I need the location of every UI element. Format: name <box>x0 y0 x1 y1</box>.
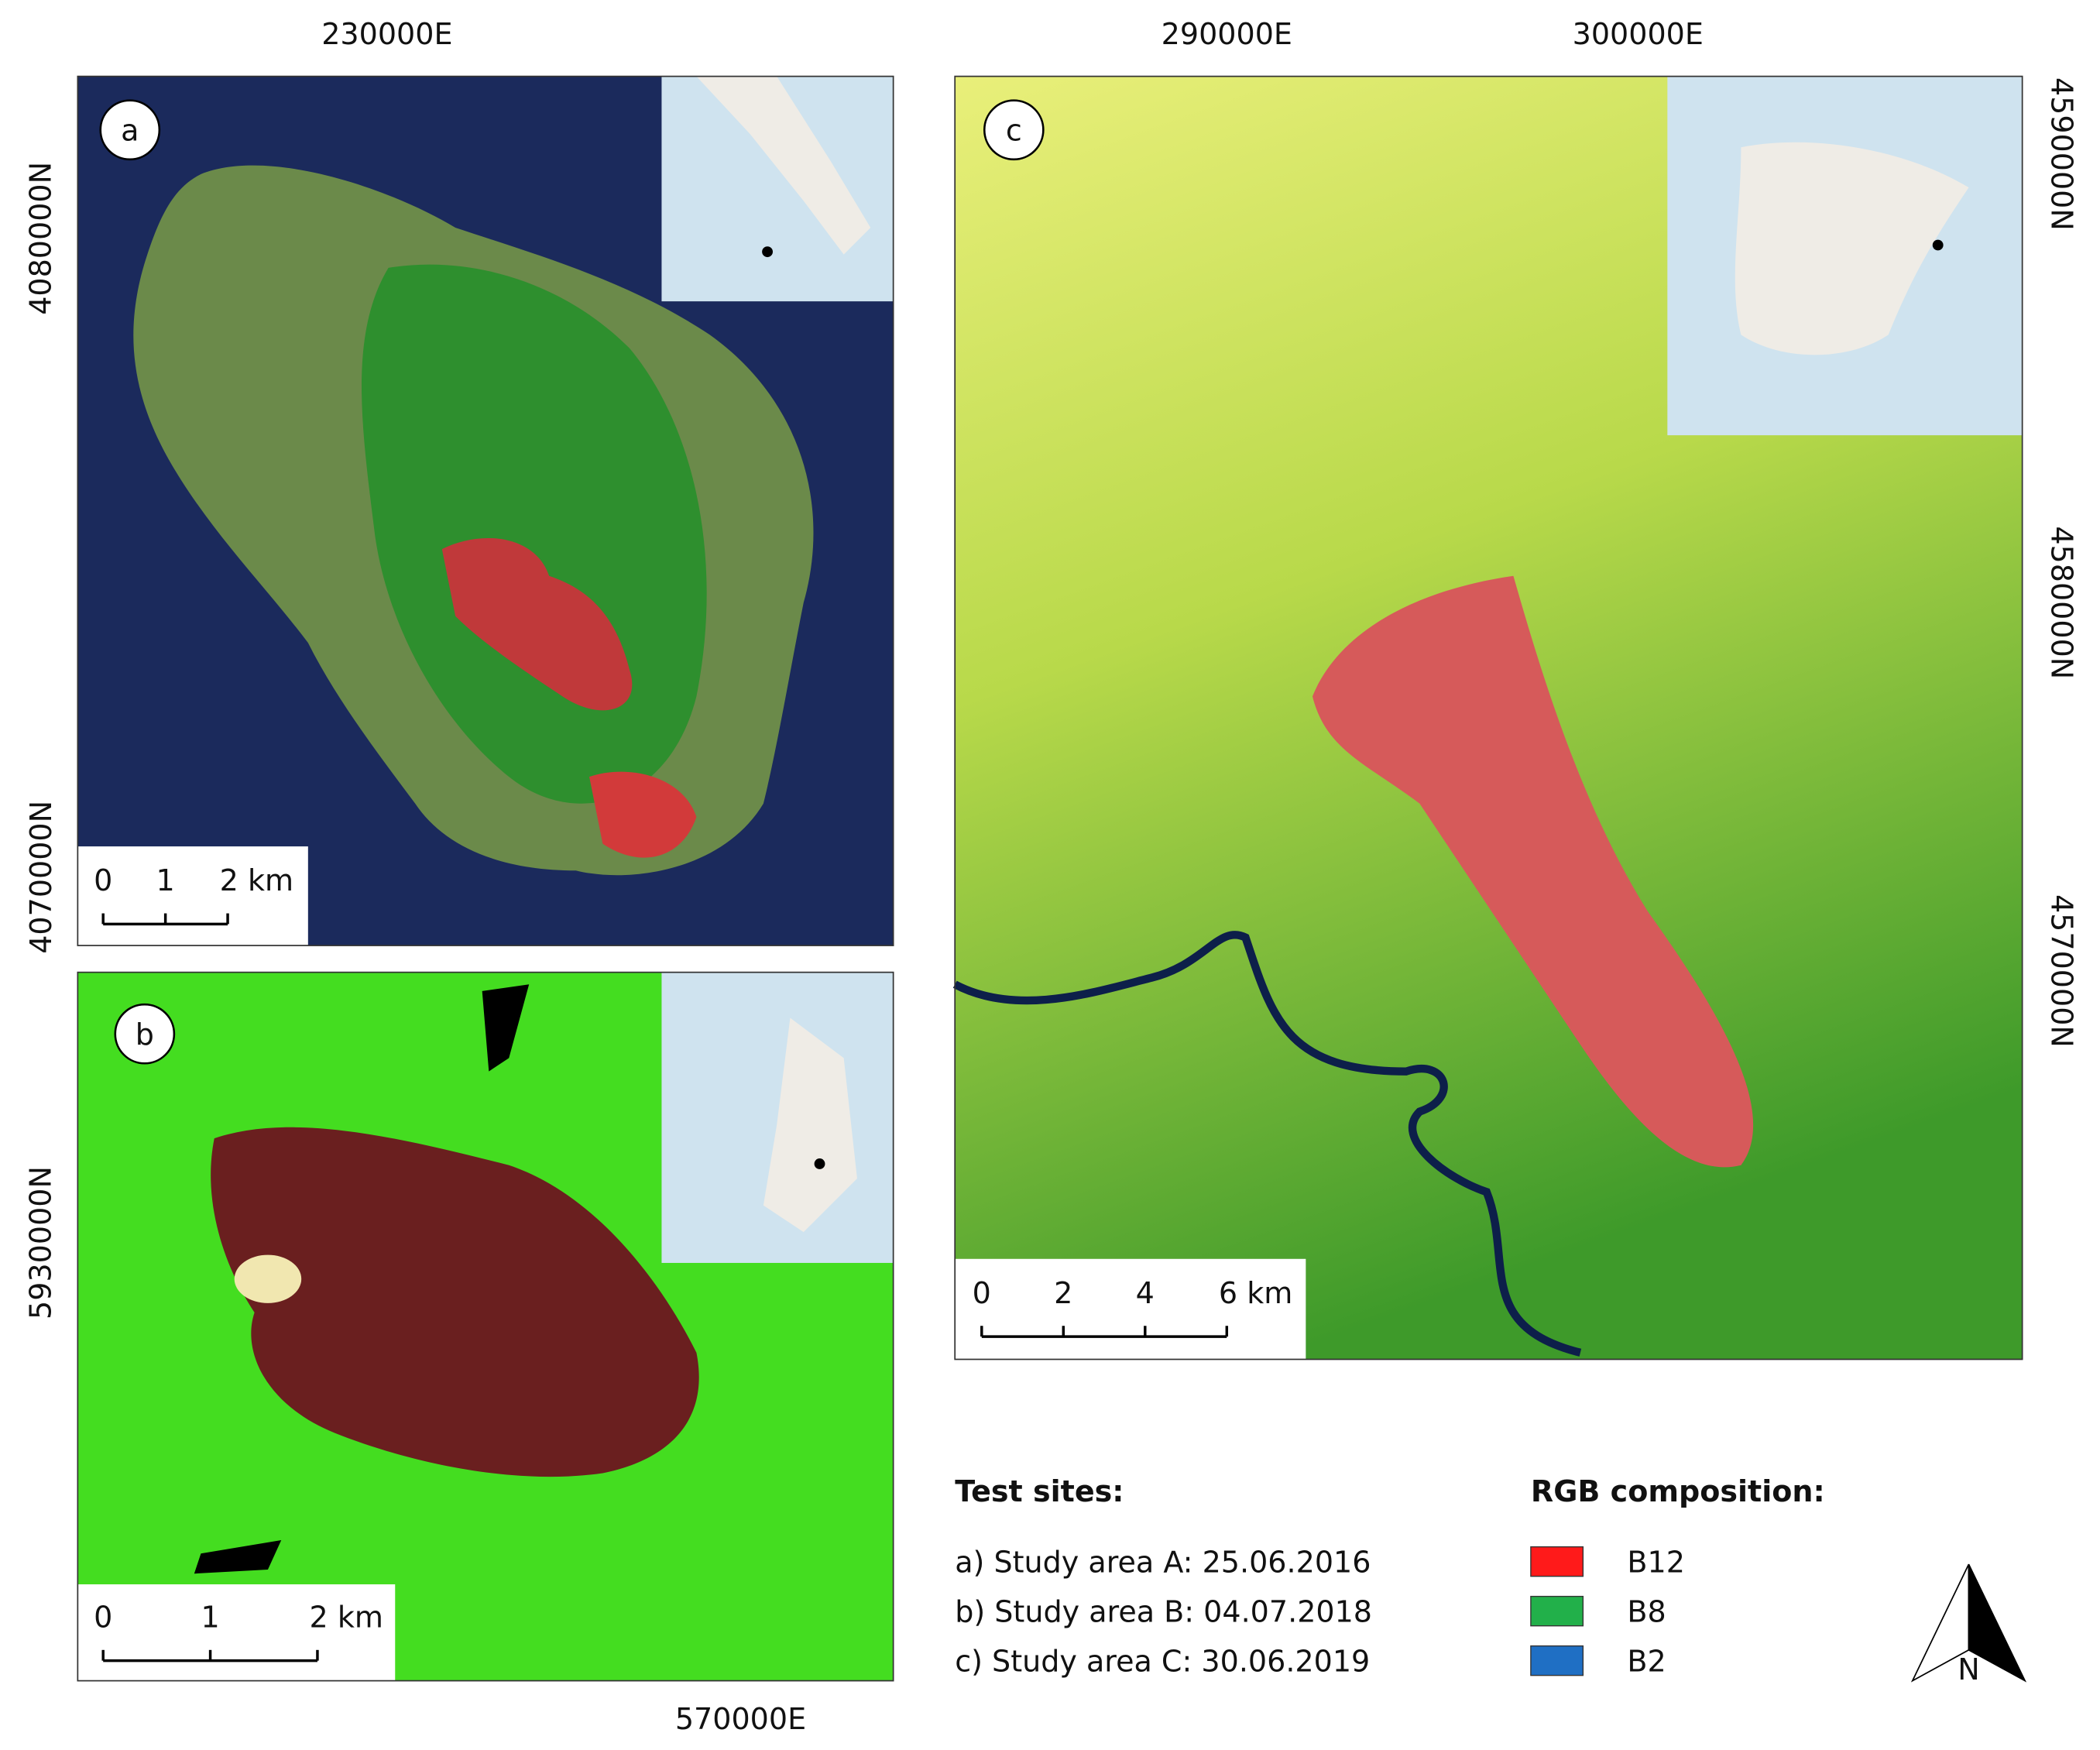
north-arrow: N <box>1910 1563 2027 1687</box>
panel-letter: b <box>136 1017 154 1052</box>
scale-label: 0 <box>973 1276 991 1310</box>
panel-a-map <box>77 76 894 946</box>
scale-label: 0 <box>94 1600 112 1634</box>
legend-title: RGB composition: <box>1531 1474 1825 1508</box>
label: 4590000N <box>2045 77 2079 231</box>
label: 570000E <box>675 1702 806 1736</box>
panel-b-map <box>77 972 894 1681</box>
label: 4070000N <box>24 801 58 954</box>
label: 230000E <box>321 17 452 51</box>
scale-label: 4 <box>1136 1276 1155 1310</box>
scale-label: 2 km <box>220 863 293 897</box>
legend-item: b) Study area B: 04.07.2018 <box>955 1594 1372 1628</box>
legend-item: c) Study area C: 30.06.2019 <box>955 1644 1370 1678</box>
legend-swatch <box>1530 1595 1584 1627</box>
legend-item: B12 <box>1627 1545 1685 1579</box>
legend-title: Test sites: <box>955 1474 1124 1508</box>
panel-c-map <box>952 76 2023 1360</box>
label: 4570000N <box>2045 894 2079 1048</box>
panel-letter-circle <box>114 1003 176 1065</box>
label: 290000E <box>1162 17 1292 51</box>
legend-item: a) Study area A: 25.06.2016 <box>955 1545 1371 1579</box>
scale-label: 2 km <box>310 1600 383 1634</box>
legend-item: B8 <box>1627 1594 1666 1628</box>
panel-letter: a <box>121 114 139 148</box>
legend-swatch <box>1530 1645 1584 1676</box>
scale-label: 0 <box>94 863 112 897</box>
scale-label: 2 <box>1054 1276 1072 1310</box>
label: 4580000N <box>2045 526 2079 679</box>
scale-label: 6 km <box>1219 1276 1292 1310</box>
frames <box>77 75 2023 1682</box>
scale-label: 1 <box>156 863 175 897</box>
panel-letter-circle <box>99 99 161 161</box>
label: 5930000N <box>24 1166 58 1319</box>
legend-swatch <box>1530 1546 1584 1577</box>
label: 4080000N <box>24 162 58 315</box>
label: 300000E <box>1573 17 1704 51</box>
panel-letter: c <box>1006 114 1022 148</box>
legend-item: B2 <box>1627 1644 1666 1678</box>
north-label: N <box>1958 1652 1979 1687</box>
panel-letter-circle <box>983 99 1045 161</box>
scale-label: 1 <box>201 1600 219 1634</box>
